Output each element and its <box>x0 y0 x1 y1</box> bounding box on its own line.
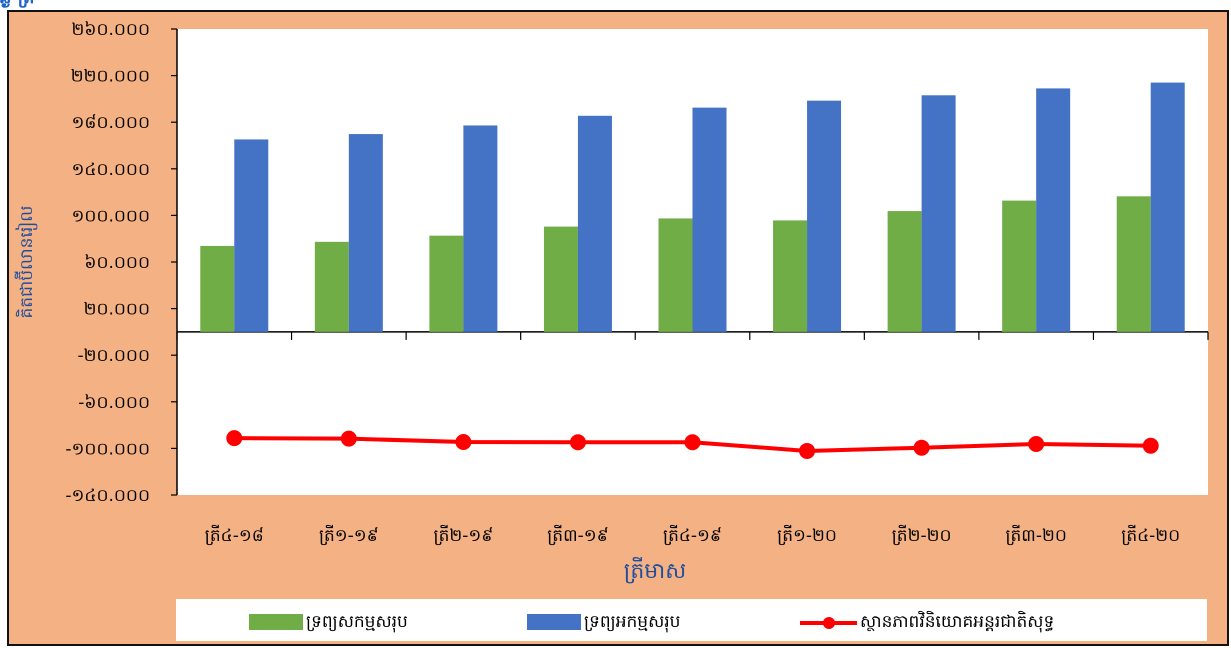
cropped-title-fragment: ឆ្ង ត្រ <box>0 0 520 8</box>
bar-total-liabilities <box>348 134 383 332</box>
net-position-point <box>226 430 243 447</box>
legend-label-liabilities: ទ្រព្យអកម្មសរុប <box>584 612 680 633</box>
bar-total-assets <box>887 211 922 332</box>
net-position-point <box>1028 435 1045 452</box>
bar-total-liabilities <box>463 125 498 332</box>
bar-total-liabilities <box>1036 88 1071 332</box>
bar-total-assets <box>543 226 578 332</box>
x-category-label: ត្រី៤-១៩ <box>663 524 722 546</box>
bar-total-liabilities <box>807 100 842 332</box>
y-tick-label: ១៨០.០០០ <box>72 113 150 133</box>
net-position-point <box>455 433 472 450</box>
bar-total-assets <box>773 220 808 332</box>
legend-swatch-assets <box>249 614 303 630</box>
bar-total-assets <box>429 235 464 332</box>
x-category-label: ត្រី៣-២០ <box>1005 524 1066 546</box>
y-tick-label: ២០.០០០ <box>84 300 150 320</box>
bar-total-liabilities <box>577 115 612 332</box>
y-tick-label: ៦០.០០០ <box>84 253 150 273</box>
legend-swatch-liabilities <box>527 614 581 630</box>
x-category-label: ត្រី២-១៩ <box>434 524 494 546</box>
bar-total-assets <box>1116 196 1151 332</box>
legend-background <box>176 599 1207 641</box>
y-tick-label: -១០០.០០០ <box>65 439 150 459</box>
bar-total-liabilities <box>921 95 956 332</box>
net-position-point <box>913 439 930 456</box>
x-axis-title: ត្រីមាស <box>624 557 686 584</box>
y-axis-title: គិតជាប៊ីលានរៀល <box>14 206 38 319</box>
x-category-label: ត្រី៤-២០ <box>1121 524 1180 546</box>
x-category-label: ត្រី១-២០ <box>777 524 837 546</box>
x-category-label: ត្រី១-១៩ <box>319 524 379 546</box>
net-position-point <box>684 434 701 451</box>
legend-label-assets: ទ្រព្យសកម្មសរុប <box>306 612 408 633</box>
y-tick-label: -១៤០.០០០ <box>65 486 150 506</box>
y-tick-label: -៦០.០០០ <box>78 393 150 413</box>
bar-total-liabilities <box>692 107 727 332</box>
y-tick-label: ១០០.០០០ <box>72 206 150 226</box>
net-position-point <box>340 430 357 447</box>
bar-total-liabilities <box>234 139 269 332</box>
top-strip <box>0 0 1231 10</box>
legend: ទ្រព្យសកម្មសរុប ទ្រព្យអកម្មសរុប ស្ថានភាព… <box>176 599 1207 641</box>
x-category-label: ត្រី៤-១៨ <box>205 524 264 546</box>
legend-label-net-position: ស្ថានភាពវិនិយោគអន្តរជាតិសុទ្ធ <box>860 610 1054 633</box>
bar-total-assets <box>314 241 349 332</box>
net-position-point <box>1142 437 1159 454</box>
bar-total-liabilities <box>1150 82 1185 332</box>
net-position-point <box>569 434 586 451</box>
y-tick-label: ២២០.០០០ <box>71 67 150 87</box>
line-series-group <box>226 430 1159 459</box>
bar-total-assets <box>1002 200 1037 332</box>
bar-total-assets <box>200 245 235 332</box>
legend-swatch-net-position-marker <box>823 617 835 629</box>
x-category-label: ត្រី២-២០ <box>892 524 952 546</box>
y-axis: ២៦០.០០០២២០.០០០១៨០.០០០១៤០.០០០១០០.០០០៦០.០០… <box>65 20 178 506</box>
y-tick-label: ១៤០.០០០ <box>72 160 150 180</box>
y-tick-label: -២០.០០០ <box>77 346 150 366</box>
bar-series-group <box>200 82 1185 332</box>
net-position-point <box>799 442 816 459</box>
x-category-label: ត្រី៣-១៩ <box>547 524 608 546</box>
category-labels: ត្រី៤-១៨ ត្រី១-១៩ ត្រី២-១៩ ត្រី៣-១៩ ត្រី៤-១៩… <box>205 524 1180 546</box>
bar-total-assets <box>658 218 693 332</box>
y-tick-label: ២៦០.០០០ <box>72 20 150 40</box>
